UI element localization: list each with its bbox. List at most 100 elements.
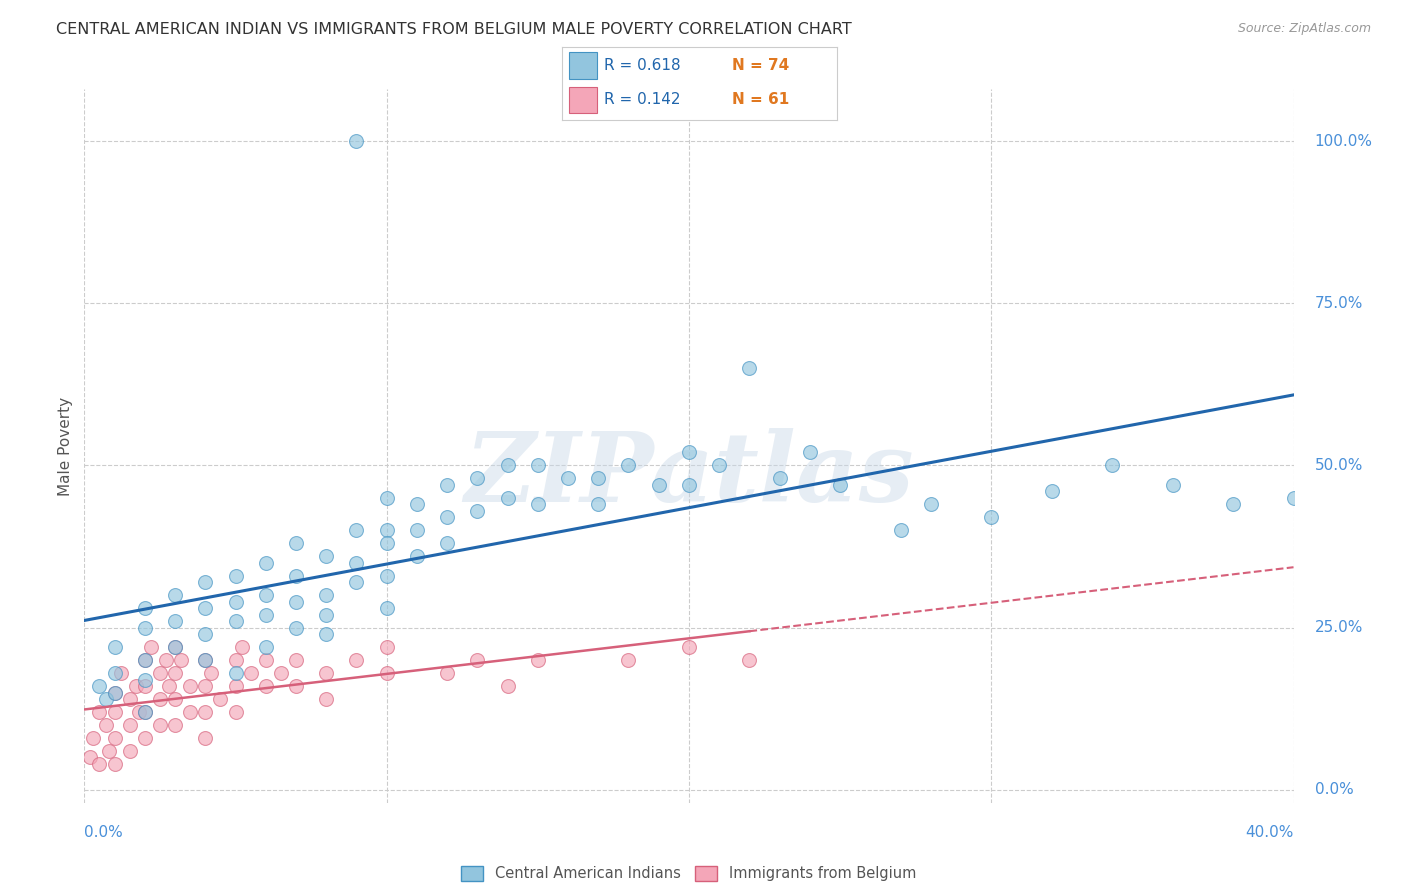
Point [346, 524, 368, 538]
Point [104, 685, 127, 699]
Point [194, 731, 217, 745]
Point [155, 653, 177, 667]
Point [89, 705, 111, 719]
Point [104, 705, 127, 719]
Point [617, 458, 640, 473]
Point [170, 653, 193, 667]
Point [526, 497, 548, 511]
Point [375, 666, 398, 681]
Point [134, 705, 156, 719]
Point [890, 524, 912, 538]
Point [134, 673, 156, 687]
FancyBboxPatch shape [569, 87, 596, 113]
Point [139, 640, 162, 654]
Point [406, 549, 429, 564]
Text: R = 0.142: R = 0.142 [603, 93, 681, 107]
Point [526, 653, 548, 667]
Point [254, 653, 277, 667]
Point [1040, 484, 1063, 499]
Point [94, 718, 117, 732]
Point [163, 640, 186, 654]
Point [134, 679, 156, 693]
Point [284, 653, 308, 667]
Text: 75.0%: 75.0% [1315, 296, 1362, 310]
Text: 50.0%: 50.0% [1315, 458, 1362, 473]
Point [738, 361, 761, 376]
Text: ZIPatlas: ZIPatlas [464, 427, 914, 522]
Point [134, 621, 156, 635]
Text: R = 0.618: R = 0.618 [603, 58, 681, 73]
Point [104, 756, 127, 771]
Point [436, 510, 458, 524]
Point [118, 692, 141, 706]
Point [738, 653, 761, 667]
Point [157, 679, 180, 693]
Point [89, 679, 111, 693]
Point [315, 549, 337, 564]
Point [284, 679, 308, 693]
Text: 40.0%: 40.0% [1246, 825, 1294, 840]
Point [104, 640, 127, 654]
Point [375, 640, 398, 654]
Point [284, 536, 308, 550]
Point [375, 601, 398, 615]
Point [163, 692, 186, 706]
Point [134, 653, 156, 667]
Point [557, 471, 579, 485]
Point [709, 458, 731, 473]
Point [149, 692, 172, 706]
Point [118, 718, 141, 732]
Point [346, 556, 368, 570]
Point [194, 627, 217, 641]
Point [254, 640, 277, 654]
Point [149, 718, 172, 732]
Point [467, 653, 489, 667]
Point [194, 601, 217, 615]
Point [678, 478, 700, 492]
Point [920, 497, 942, 511]
Point [97, 744, 120, 758]
Point [830, 478, 852, 492]
Text: Source: ZipAtlas.com: Source: ZipAtlas.com [1237, 22, 1371, 36]
Point [254, 607, 277, 622]
Point [496, 679, 519, 693]
Point [163, 640, 186, 654]
Text: 0.0%: 0.0% [1315, 782, 1354, 797]
Point [588, 497, 610, 511]
Point [134, 653, 156, 667]
Point [110, 666, 132, 681]
Point [436, 666, 458, 681]
Text: N = 74: N = 74 [733, 58, 790, 73]
Point [89, 756, 111, 771]
Point [346, 575, 368, 590]
Point [200, 666, 222, 681]
Point [194, 653, 217, 667]
Point [94, 692, 117, 706]
FancyBboxPatch shape [569, 53, 596, 78]
Point [118, 744, 141, 758]
Point [436, 478, 458, 492]
Text: 0.0%: 0.0% [84, 825, 124, 840]
Point [678, 640, 700, 654]
Point [1222, 497, 1244, 511]
Point [209, 692, 232, 706]
Point [225, 595, 247, 609]
Point [239, 666, 262, 681]
Point [375, 536, 398, 550]
Point [194, 679, 217, 693]
Point [467, 471, 489, 485]
Point [588, 471, 610, 485]
Point [225, 568, 247, 582]
Point [346, 653, 368, 667]
Point [270, 666, 292, 681]
Point [125, 679, 148, 693]
Text: N = 61: N = 61 [733, 93, 790, 107]
Point [284, 621, 308, 635]
Point [315, 607, 337, 622]
Point [225, 705, 247, 719]
Point [163, 588, 186, 602]
Point [284, 568, 308, 582]
Text: 25.0%: 25.0% [1315, 620, 1362, 635]
Point [315, 627, 337, 641]
Point [284, 595, 308, 609]
